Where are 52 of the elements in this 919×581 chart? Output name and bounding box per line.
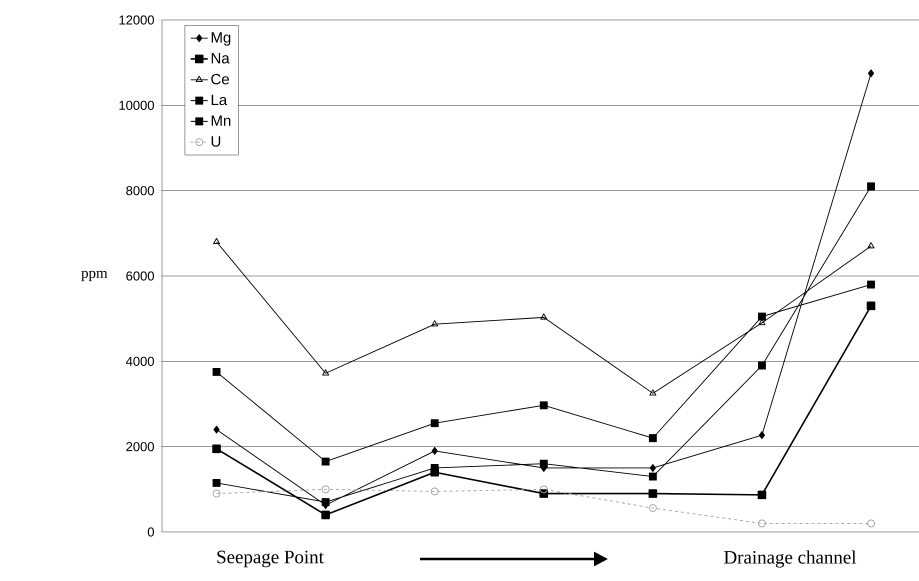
legend-label: Mn: [212, 115, 230, 126]
point: [322, 498, 330, 506]
y-tick-label: 4000: [126, 356, 154, 366]
point: [322, 485, 330, 494]
point: [868, 69, 874, 78]
y-axis-title: ppm: [81, 270, 108, 282]
point: [758, 312, 766, 320]
point: [867, 280, 875, 288]
point: [758, 490, 766, 500]
point: [758, 362, 766, 370]
point: [540, 460, 548, 468]
point: [867, 182, 875, 190]
text: Seepage Point: [217, 550, 324, 568]
y-tick-label: 10000: [119, 100, 154, 110]
point: [430, 488, 439, 496]
point: [213, 426, 220, 434]
point: [540, 401, 548, 410]
point: [867, 520, 875, 528]
point: [868, 242, 874, 248]
point: [649, 389, 656, 396]
point: [212, 490, 220, 498]
point: [430, 419, 439, 428]
point: [648, 504, 657, 512]
point: [322, 458, 330, 466]
legend-label: Na: [212, 53, 230, 64]
point: [648, 472, 657, 480]
point: [540, 485, 548, 494]
text: Drainage channel: [724, 550, 856, 568]
point: [648, 489, 658, 498]
point: [321, 510, 330, 520]
point: [758, 431, 766, 440]
y-tick-label: 6000: [126, 271, 154, 281]
point: [650, 464, 656, 472]
point: [866, 302, 876, 310]
point: [431, 320, 438, 326]
point: [432, 446, 438, 455]
point: [322, 369, 330, 376]
point: [213, 238, 220, 244]
point: [212, 444, 221, 454]
point: [648, 434, 657, 442]
point: [758, 520, 766, 528]
y-tick-label: 0: [148, 527, 154, 537]
point: [212, 368, 220, 376]
legend-label: U: [212, 136, 220, 147]
y-tick-label: 8000: [126, 186, 154, 196]
point: [212, 478, 220, 487]
y-tick-label: 12000: [119, 15, 154, 25]
legend-label: La: [212, 94, 228, 106]
point: [540, 313, 548, 320]
legend-label: Ce: [211, 74, 229, 84]
y-tick-label: 2000: [126, 442, 154, 452]
legend-label: Mg: [212, 32, 230, 46]
